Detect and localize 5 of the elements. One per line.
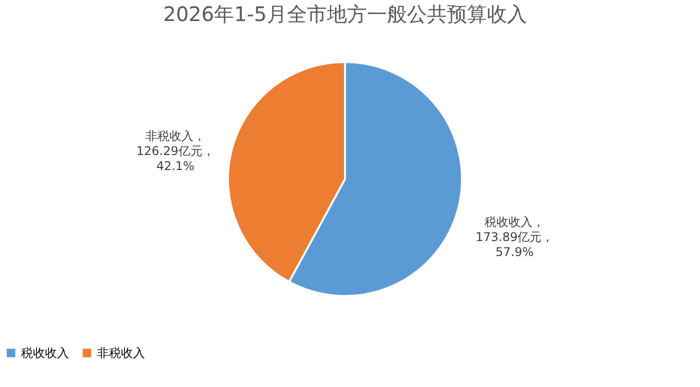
chart-title: 2026年1-5月全市地方一般公共预算收入 [163,2,527,26]
legend-label: 税收收入 [21,346,69,360]
legend-label: 非税收入 [97,346,145,360]
data-label: 非税收入， 126.29亿元， 42.1% [136,128,214,173]
data-label: 税收收入， 173.89亿元， 57.9% [476,215,554,260]
